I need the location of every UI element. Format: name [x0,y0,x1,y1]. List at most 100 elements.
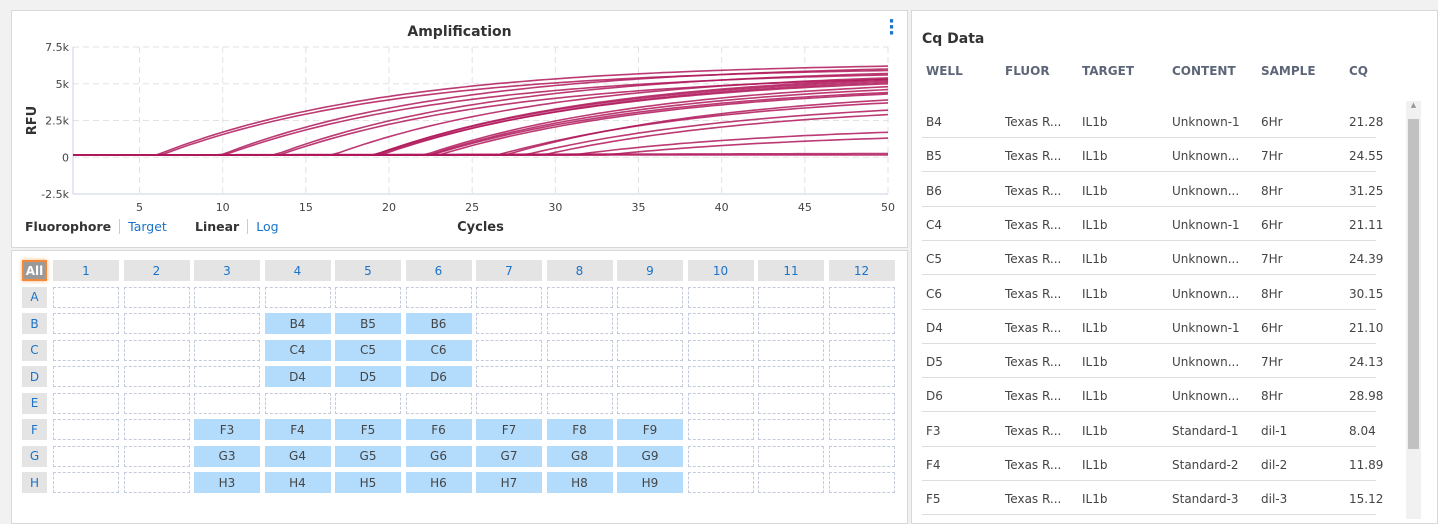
well-G8[interactable]: G8 [546,445,613,467]
kebab-menu-icon[interactable]: · · · [888,11,895,44]
table-row[interactable]: C6 Texas R... IL1b Unknown... 8Hr 30.15 [922,276,1383,310]
well-E8[interactable] [546,392,613,414]
table-row[interactable]: C5 Texas R... IL1b Unknown... 7Hr 24.39 [922,241,1383,276]
column-header-target[interactable]: TARGET [1082,64,1135,78]
well-A3[interactable] [194,286,260,308]
well-H6[interactable]: H6 [405,472,472,493]
well-G11[interactable] [758,445,824,467]
well-E11[interactable] [758,392,824,414]
column-header-12[interactable]: 12 [828,260,895,281]
well-A9[interactable] [617,286,683,308]
row-header-E[interactable]: E [22,392,47,414]
well-C3[interactable] [194,339,260,361]
well-F9[interactable]: F9 [617,419,683,440]
well-B6[interactable]: B6 [405,313,472,334]
well-G4[interactable]: G4 [264,445,331,467]
column-header-4[interactable]: 4 [264,260,331,281]
table-row[interactable]: D4 Texas R... IL1b Unknown-1 6Hr 21.10 [922,310,1383,344]
well-C4[interactable]: C4 [264,339,331,361]
well-F3[interactable]: F3 [194,419,260,440]
well-E3[interactable] [194,392,260,414]
well-C12[interactable] [828,339,895,361]
well-G3[interactable]: G3 [194,445,260,467]
well-D12[interactable] [828,366,895,387]
row-header-F[interactable]: F [22,419,47,440]
well-C1[interactable] [53,339,119,361]
row-header-H[interactable]: H [22,472,47,493]
well-A8[interactable] [546,286,613,308]
well-H9[interactable]: H9 [617,472,683,493]
well-H12[interactable] [828,472,895,493]
toggle-log[interactable]: Log [247,219,287,234]
well-H8[interactable]: H8 [546,472,613,493]
amplification-curve-F9[interactable] [73,102,889,156]
well-D10[interactable] [687,366,754,387]
well-D4[interactable]: D4 [264,366,331,387]
well-C11[interactable] [758,339,824,361]
scrollbar[interactable]: ▲ [1406,101,1421,519]
well-A1[interactable] [53,286,119,308]
table-row[interactable]: B5 Texas R... IL1b Unknown... 7Hr 24.55 [922,138,1383,173]
toggle-linear[interactable]: Linear [195,219,240,234]
toggle-target[interactable]: Target [119,219,175,234]
well-H10[interactable] [687,472,754,493]
well-H11[interactable] [758,472,824,493]
column-header-2[interactable]: 2 [123,260,190,281]
well-H7[interactable]: H7 [476,472,542,493]
well-G2[interactable] [123,445,190,467]
column-header-10[interactable]: 10 [687,260,754,281]
well-H4[interactable]: H4 [264,472,331,493]
well-F2[interactable] [123,419,190,440]
row-header-D[interactable]: D [22,366,47,387]
column-header-3[interactable]: 3 [194,260,260,281]
well-E7[interactable] [476,392,542,414]
table-row[interactable]: D6 Texas R... IL1b Unknown... 8Hr 28.98 [922,378,1383,413]
well-B9[interactable] [617,313,683,334]
well-A4[interactable] [264,286,331,308]
table-row[interactable]: C4 Texas R... IL1b Unknown-1 6Hr 21.11 [922,207,1383,241]
column-header-well[interactable]: WELL [926,64,963,78]
well-B2[interactable] [123,313,190,334]
well-B4[interactable]: B4 [264,313,331,334]
table-row[interactable]: F5 Texas R... IL1b Standard-3 dil-3 15.12 [922,481,1383,516]
select-all-button[interactable]: All [22,260,47,281]
column-header-8[interactable]: 8 [546,260,613,281]
well-E1[interactable] [53,392,119,414]
scroll-up-icon[interactable]: ▲ [1410,101,1417,109]
well-F4[interactable]: F4 [264,419,331,440]
table-row[interactable]: F3 Texas R... IL1b Standard-1 dil-1 8.04 [922,413,1376,447]
column-header-11[interactable]: 11 [758,260,824,281]
column-header-9[interactable]: 9 [617,260,683,281]
well-C8[interactable] [546,339,613,361]
column-header-1[interactable]: 1 [53,260,119,281]
well-H2[interactable] [123,472,190,493]
well-C2[interactable] [123,339,190,361]
column-header-cq[interactable]: CQ [1349,64,1369,78]
well-B8[interactable] [546,313,613,334]
well-D2[interactable] [123,366,190,387]
row-header-C[interactable]: C [22,339,47,361]
well-F6[interactable]: F6 [405,419,472,440]
column-header-fluor[interactable]: FLUOR [1005,64,1050,78]
column-header-sample[interactable]: SAMPLE [1261,64,1316,78]
column-header-7[interactable]: 7 [476,260,542,281]
table-row[interactable]: B6 Texas R... IL1b Unknown... 8Hr 31.25 [922,173,1383,207]
well-F8[interactable]: F8 [546,419,613,440]
well-C6[interactable]: C6 [405,339,472,361]
table-row[interactable]: D5 Texas R... IL1b Unknown... 7Hr 24.13 [922,344,1383,379]
well-A11[interactable] [758,286,824,308]
scrollbar-thumb[interactable] [1408,119,1419,449]
well-H1[interactable] [53,472,119,493]
well-B7[interactable] [476,313,542,334]
well-E10[interactable] [687,392,754,414]
well-B5[interactable]: B5 [335,313,401,334]
well-D9[interactable] [617,366,683,387]
well-G6[interactable]: G6 [405,445,472,467]
well-E9[interactable] [617,392,683,414]
well-E6[interactable] [405,392,472,414]
amplification-curve-G3[interactable] [73,69,889,156]
toggle-fluorophore[interactable]: Fluorophore [25,219,112,234]
well-F1[interactable] [53,419,119,440]
well-D11[interactable] [758,366,824,387]
row-header-B[interactable]: B [22,313,47,334]
